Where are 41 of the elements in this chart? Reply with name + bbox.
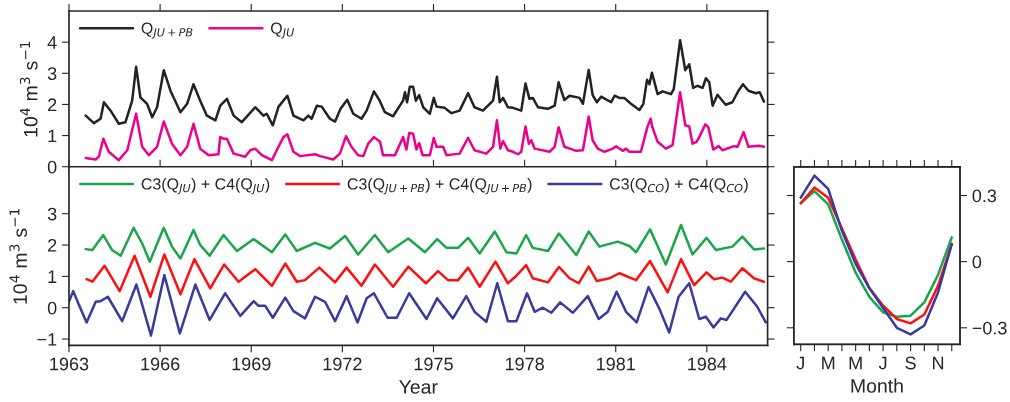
line-series: [84, 39, 766, 127]
y-tick-label: −1: [37, 333, 57, 346]
x-tick-label: 1966: [141, 357, 180, 371]
y-tick-label: 0: [47, 160, 57, 174]
line-series: [68, 273, 768, 337]
x-tick-label: 1978: [505, 357, 544, 371]
x-tick-label: N: [933, 356, 944, 370]
line-series: [85, 253, 766, 298]
x-tick-label: 1963: [50, 357, 89, 371]
y-tick-label: 1: [48, 129, 57, 143]
y-axis-title: 10$^{4}$ m$^{3}$ s$^{−1}$: [19, 41, 38, 137]
legend-label: Q$_{JU+PB}$: [141, 22, 193, 39]
y-tick-label: 3: [47, 207, 57, 221]
y2-tick-label: 0.3: [972, 189, 997, 203]
x-tick-label: 1975: [414, 357, 453, 371]
x-axis-title: Year: [399, 380, 438, 394]
y-tick-label: 1: [48, 270, 57, 283]
line-series: [84, 223, 766, 266]
x-tick-label: 1969: [232, 357, 271, 371]
x-tick-label: 1981: [597, 357, 635, 371]
x-tick-label: 1984: [688, 357, 727, 371]
legend-label: C3(Q$_{JU+PB}$) + C4(Q$_{JU+PB}$): [347, 177, 532, 195]
y-tick-label: 0: [47, 301, 57, 315]
y-tick-label: 3: [47, 67, 57, 81]
legend-label: Q$_{JU}$: [270, 22, 295, 39]
x-tick-label: J: [796, 356, 804, 370]
line-series: [84, 91, 766, 162]
x-axis-title: Month: [851, 378, 903, 393]
y2-tick-label: 0: [972, 255, 982, 269]
x-tick-label: M: [849, 356, 862, 370]
y-tick-label: 2: [48, 238, 57, 252]
y-tick-label: 2: [48, 98, 57, 111]
y-tick-label: 4: [47, 36, 57, 49]
x-tick-label: 1972: [323, 357, 362, 371]
y-axis-title: 10$^{4}$ m$^{3}$ s$^{−1}$: [9, 208, 28, 304]
x-tick-label: J: [878, 356, 887, 370]
legend-label: C3(Q$_{CO}$) + C4(Q$_{CO}$): [609, 177, 748, 193]
legend-label: C3(Q$_{JU}$) + C4(Q$_{JU}$): [141, 177, 270, 195]
x-tick-label: M: [822, 356, 835, 370]
y2-tick-label: −0.3: [972, 321, 1007, 335]
x-tick-label: S: [905, 356, 916, 370]
